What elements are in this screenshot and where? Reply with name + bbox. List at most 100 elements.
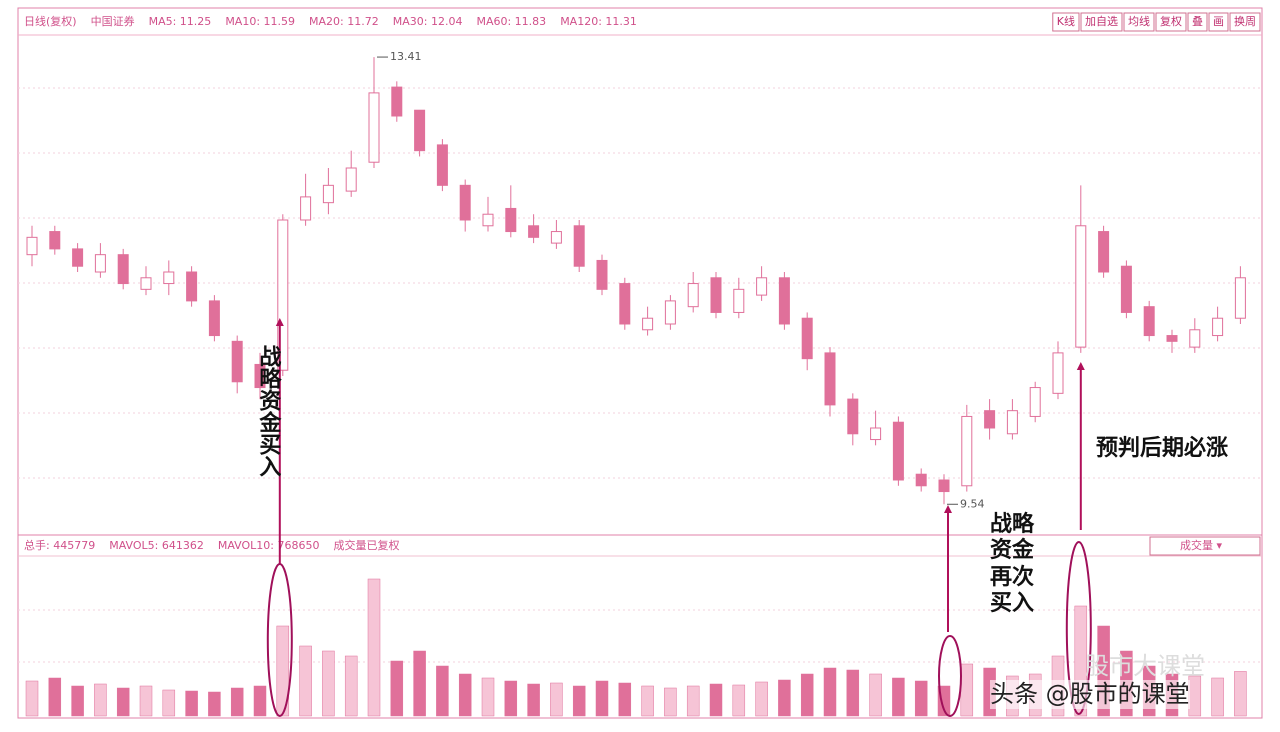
candle-body bbox=[664, 300, 676, 325]
volume-bar bbox=[504, 680, 518, 717]
candle-body bbox=[1166, 335, 1178, 342]
volume-bar bbox=[869, 673, 882, 717]
candle-body bbox=[870, 427, 882, 441]
volume-bar bbox=[960, 663, 974, 717]
candle-body bbox=[573, 225, 585, 267]
volume-bar bbox=[914, 680, 928, 717]
arrow-head bbox=[275, 318, 284, 326]
volume-bar bbox=[367, 578, 381, 717]
volume-bar bbox=[230, 687, 244, 717]
volume-bar bbox=[185, 690, 198, 717]
candle-body bbox=[1189, 329, 1201, 348]
volume-bar bbox=[709, 683, 723, 717]
candle-body bbox=[1029, 387, 1041, 417]
candle-body bbox=[322, 184, 334, 204]
button[interactable] bbox=[1123, 12, 1155, 32]
volume-selector[interactable]: 成交量 ▾ bbox=[1180, 538, 1222, 552]
candle-body bbox=[642, 317, 654, 331]
volume-bar bbox=[481, 677, 495, 717]
candle-body bbox=[300, 196, 312, 221]
volume-bar bbox=[846, 669, 860, 717]
candle-body bbox=[72, 248, 84, 267]
candle-body bbox=[414, 109, 426, 152]
candle-body bbox=[1075, 225, 1087, 348]
candle-body bbox=[1234, 277, 1246, 319]
volume-bar bbox=[71, 685, 84, 717]
candle-body bbox=[733, 288, 745, 313]
candle-body bbox=[1212, 317, 1224, 337]
button-label[interactable]: 加自选 bbox=[1085, 15, 1118, 28]
candle-body bbox=[231, 340, 243, 383]
candle-body bbox=[938, 479, 950, 493]
button-label[interactable]: 复权 bbox=[1160, 14, 1182, 28]
volume-bar bbox=[299, 645, 312, 717]
legend-text: MA5: 11.25 bbox=[149, 15, 212, 28]
candle-body bbox=[140, 277, 152, 290]
candle-body bbox=[94, 254, 106, 273]
volume-bar bbox=[595, 680, 609, 717]
volume-legend: 成交量已复权 bbox=[333, 538, 399, 552]
volume-bar bbox=[1188, 675, 1202, 717]
highlight-ellipse bbox=[266, 563, 293, 717]
candle-body bbox=[824, 352, 836, 406]
volume-bar bbox=[664, 687, 677, 717]
volume-bar bbox=[1234, 671, 1247, 717]
button[interactable] bbox=[1080, 12, 1123, 32]
button-label[interactable]: 换周 bbox=[1234, 14, 1256, 28]
annotation: 战略资金买入 bbox=[255, 345, 281, 477]
candle-body bbox=[847, 398, 859, 435]
candle-body bbox=[26, 236, 38, 256]
volume-bar bbox=[1211, 677, 1224, 717]
candle-body bbox=[277, 219, 289, 371]
volume-selector-box[interactable] bbox=[1149, 536, 1261, 556]
candle-body bbox=[619, 283, 631, 325]
highlight-ellipse bbox=[1065, 541, 1092, 715]
candle-body bbox=[345, 167, 357, 192]
volume-bar bbox=[276, 625, 290, 717]
candle-body bbox=[1052, 352, 1064, 394]
legend-text: MA30: 12.04 bbox=[393, 15, 463, 28]
volume-bar bbox=[390, 660, 404, 717]
volume-bar bbox=[208, 691, 221, 717]
volume-bar bbox=[48, 677, 62, 717]
volume-bar bbox=[344, 655, 358, 717]
button[interactable] bbox=[1052, 12, 1080, 32]
volume-bar bbox=[618, 682, 632, 717]
candle-body bbox=[117, 254, 129, 285]
candle-body bbox=[756, 277, 768, 296]
candle-body bbox=[710, 277, 722, 313]
button[interactable] bbox=[1208, 12, 1229, 32]
candle-body bbox=[778, 277, 790, 325]
candle-body bbox=[391, 86, 403, 117]
candle-body bbox=[49, 231, 61, 250]
legend-text: MA10: 11.59 bbox=[225, 15, 295, 28]
button-label[interactable]: 画 bbox=[1213, 15, 1224, 28]
watermark: 头条 @股市的课堂 bbox=[990, 680, 1190, 709]
candle-body bbox=[801, 317, 813, 360]
button[interactable] bbox=[1187, 12, 1208, 32]
volume-bar bbox=[322, 650, 335, 717]
volume-bar bbox=[572, 685, 586, 717]
candle-body bbox=[436, 144, 448, 186]
volume-legend: MAVOL5: 641362 bbox=[109, 539, 204, 552]
candle-body bbox=[1143, 306, 1155, 337]
arrow-head bbox=[1076, 362, 1085, 370]
volume-bar bbox=[641, 685, 654, 717]
legend-text: MA60: 11.83 bbox=[476, 15, 546, 28]
volume-legend: 总手: 445779 bbox=[24, 538, 95, 552]
candle-body bbox=[984, 410, 996, 429]
candle-body bbox=[208, 300, 220, 337]
button[interactable] bbox=[1155, 12, 1187, 32]
volume-bar bbox=[94, 683, 107, 717]
volume-bar bbox=[778, 679, 791, 717]
candle-body bbox=[1006, 410, 1018, 435]
candle-body bbox=[459, 184, 471, 221]
button-label[interactable]: 叠 bbox=[1192, 15, 1203, 28]
watermark: 股市大课堂 bbox=[1085, 652, 1205, 680]
button[interactable] bbox=[1229, 12, 1261, 32]
volume-bar bbox=[139, 685, 153, 717]
button-label[interactable]: 均线 bbox=[1128, 14, 1150, 28]
button-label[interactable]: K线 bbox=[1057, 14, 1075, 28]
volume-bar bbox=[892, 677, 905, 717]
